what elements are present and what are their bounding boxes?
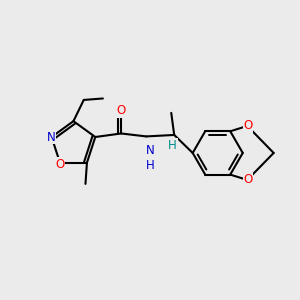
- Text: O: O: [243, 119, 253, 133]
- Text: O: O: [117, 104, 126, 117]
- Text: O: O: [243, 173, 253, 186]
- Text: N: N: [46, 130, 56, 143]
- Text: O: O: [55, 158, 64, 171]
- Text: N
H: N H: [146, 144, 154, 172]
- Text: H: H: [168, 139, 177, 152]
